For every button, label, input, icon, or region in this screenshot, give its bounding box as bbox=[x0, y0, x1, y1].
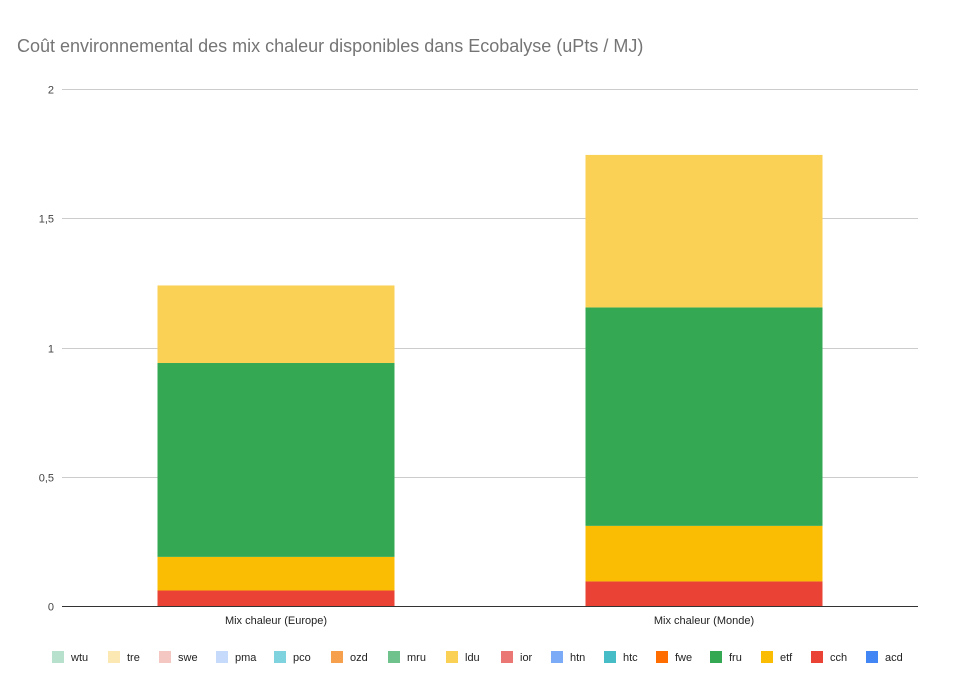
legend-swatch-tre bbox=[108, 651, 120, 663]
legend-label-swe: swe bbox=[178, 652, 198, 664]
bar-segment-cch bbox=[157, 590, 395, 606]
legend-swatch-etf bbox=[761, 651, 773, 663]
legend-swatch-acd bbox=[866, 651, 878, 663]
legend-label-pco: pco bbox=[293, 652, 311, 664]
legend-label-htc: htc bbox=[623, 652, 638, 664]
legend-label-ldu: ldu bbox=[465, 652, 480, 664]
bar-segment-ldu bbox=[157, 285, 395, 364]
legend-label-cch: cch bbox=[830, 652, 847, 664]
y-tick-label: 0 bbox=[48, 602, 54, 614]
axes: 0 0,5 1 1,5 2 Mix chaleur (Europe) Mix chaleur… bbox=[39, 85, 918, 627]
y-tick-label: 2 bbox=[48, 85, 54, 97]
legend-swatch-ozd bbox=[331, 651, 343, 663]
legend-swatch-swe bbox=[159, 651, 171, 663]
bar-segment-fru bbox=[585, 307, 823, 526]
bar-segment-cch bbox=[585, 581, 823, 606]
legend-label-etf: etf bbox=[780, 652, 793, 664]
legend-label-acd: acd bbox=[885, 652, 903, 664]
legend-label-tre: tre bbox=[127, 652, 140, 664]
bar-segment-fru bbox=[157, 363, 395, 557]
legend-swatch-wtu bbox=[52, 651, 64, 663]
legend-label-fwe: fwe bbox=[675, 652, 692, 664]
legend-label-fru: fru bbox=[729, 652, 742, 664]
y-tick-label: 1,5 bbox=[39, 214, 54, 226]
chart-title: Coût environnemental des mix chaleur dis… bbox=[17, 36, 643, 56]
legend-label-pma: pma bbox=[235, 652, 257, 664]
x-category-label: Mix chaleur (Europe) bbox=[225, 615, 327, 627]
bar-segment-etf bbox=[585, 525, 823, 582]
y-tick-label: 1 bbox=[48, 344, 54, 356]
bar-segment-ldu bbox=[585, 154, 823, 308]
legend-swatch-cch bbox=[811, 651, 823, 663]
bar-segment-etf bbox=[157, 556, 395, 591]
bars bbox=[157, 154, 823, 606]
legend-swatch-fru bbox=[710, 651, 722, 663]
legend-swatch-ldu bbox=[446, 651, 458, 663]
legend-label-ior: ior bbox=[520, 652, 533, 664]
legend-swatch-htc bbox=[604, 651, 616, 663]
legend: wtu tre swe pma pco ozd mru ldu ior htn htc fwe fru e… bbox=[52, 651, 903, 664]
x-category-label: Mix chaleur (Monde) bbox=[654, 615, 754, 627]
legend-label-ozd: ozd bbox=[350, 652, 368, 664]
legend-swatch-ior bbox=[501, 651, 513, 663]
legend-swatch-htn bbox=[551, 651, 563, 663]
legend-label-wtu: wtu bbox=[70, 652, 88, 664]
legend-swatch-fwe bbox=[656, 651, 668, 663]
legend-swatch-mru bbox=[388, 651, 400, 663]
legend-label-htn: htn bbox=[570, 652, 585, 664]
legend-label-mru: mru bbox=[407, 652, 426, 664]
legend-swatch-pco bbox=[274, 651, 286, 663]
legend-swatch-pma bbox=[216, 651, 228, 663]
y-tick-label: 0,5 bbox=[39, 473, 54, 485]
